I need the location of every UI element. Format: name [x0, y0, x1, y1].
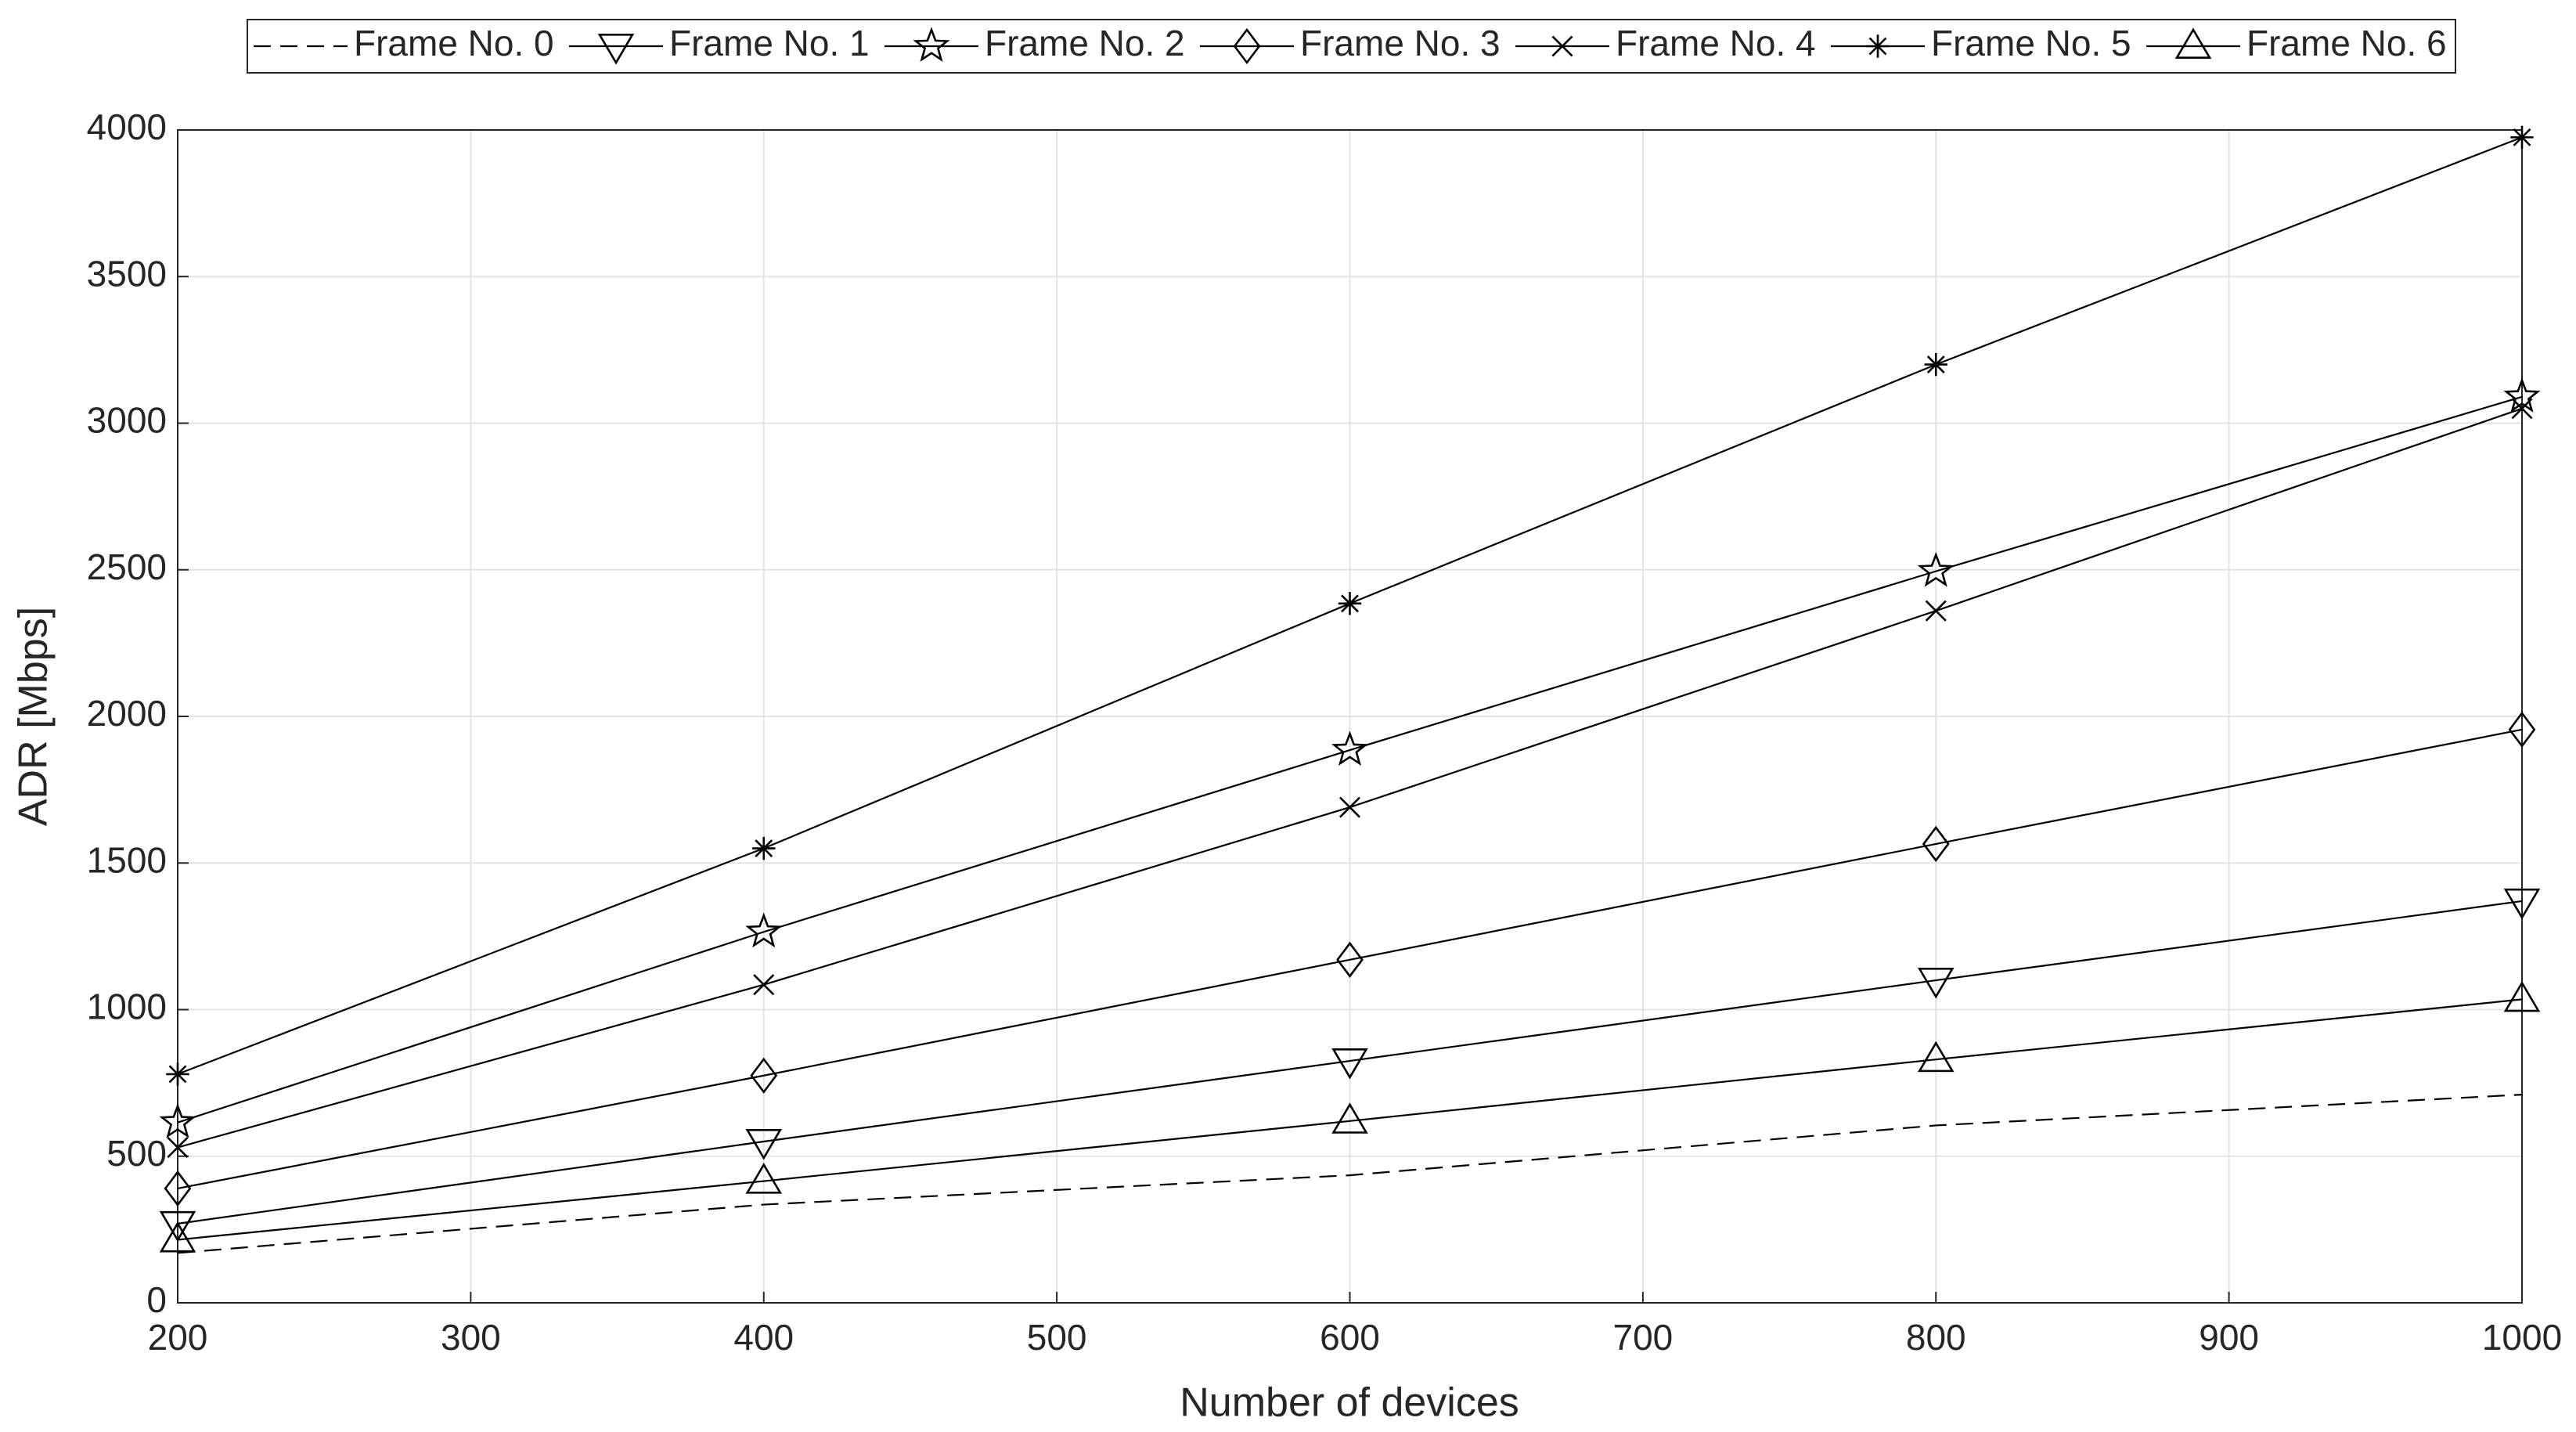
y-tick-label: 3000	[87, 400, 167, 441]
legend-label: Frame No. 6	[2246, 23, 2447, 63]
x-tick-label: 700	[1613, 1317, 1673, 1358]
legend-label: Frame No. 0	[354, 23, 554, 63]
marker	[159, 1210, 196, 1243]
y-axis-label: ADR [Mbps]	[11, 607, 56, 826]
marker	[2511, 398, 2533, 420]
x-tick-label: 300	[441, 1317, 501, 1358]
marker	[745, 1129, 783, 1160]
marker	[1924, 352, 1947, 377]
marker	[1338, 592, 1362, 615]
legend-label: Frame No. 3	[1300, 23, 1501, 63]
series-line	[177, 900, 2523, 1225]
series-line	[177, 395, 2523, 1124]
x-tick-label: 200	[148, 1317, 208, 1358]
marker	[166, 1062, 189, 1086]
marker	[159, 1102, 196, 1138]
legend-label: Frame No. 5	[1931, 23, 2131, 63]
marker	[167, 1137, 189, 1159]
series-line	[177, 1094, 2523, 1254]
marker	[1922, 825, 1950, 863]
marker	[1925, 600, 1947, 622]
marker	[1917, 968, 1955, 999]
marker	[2503, 888, 2541, 920]
legend-marker	[913, 27, 950, 62]
y-tick-label: 1000	[87, 987, 167, 1027]
legend-label: Frame No. 2	[985, 23, 1185, 63]
x-tick-label: 400	[733, 1317, 794, 1358]
x-tick-label: 900	[2199, 1317, 2259, 1358]
y-tick-label: 2500	[87, 546, 167, 587]
legend-marker	[1866, 34, 1890, 58]
series-line	[177, 998, 2523, 1241]
marker	[164, 1170, 192, 1207]
series-line	[177, 728, 2523, 1190]
x-tick-label: 800	[1906, 1317, 1966, 1358]
marker	[1917, 551, 1955, 587]
y-tick-label: 2000	[87, 693, 167, 734]
y-tick-label: 500	[106, 1133, 167, 1174]
marker	[1331, 1102, 1368, 1134]
marker	[752, 836, 776, 860]
legend-marker	[2174, 27, 2212, 59]
marker	[750, 1057, 778, 1094]
x-tick-label: 500	[1027, 1317, 1087, 1358]
marker	[753, 974, 775, 996]
legend-marker	[597, 34, 635, 65]
legend-label: Frame No. 1	[669, 23, 870, 63]
legend-label: Frame No. 4	[1616, 23, 1816, 63]
y-tick-label: 1500	[87, 839, 167, 880]
marker	[745, 1163, 783, 1194]
marker	[1917, 1041, 1955, 1073]
legend-marker	[1233, 27, 1261, 65]
x-tick-label: 600	[1320, 1317, 1380, 1358]
marker	[1331, 1048, 1368, 1080]
marker	[745, 912, 783, 948]
plot-frame	[177, 129, 2523, 1304]
marker	[2510, 125, 2534, 150]
legend-marker	[1551, 35, 1573, 57]
y-tick-label: 0	[146, 1279, 167, 1320]
marker	[1331, 730, 1368, 766]
x-axis-label: Number of devices	[1180, 1380, 1519, 1426]
x-tick-label: 1000	[2482, 1317, 2562, 1358]
y-tick-label: 4000	[87, 106, 167, 147]
marker	[1338, 796, 1361, 818]
marker	[2503, 377, 2541, 413]
marker	[2503, 980, 2541, 1012]
marker	[1336, 941, 1364, 978]
marker	[2508, 711, 2536, 748]
y-tick-label: 3500	[87, 253, 167, 294]
marker	[159, 1221, 196, 1253]
